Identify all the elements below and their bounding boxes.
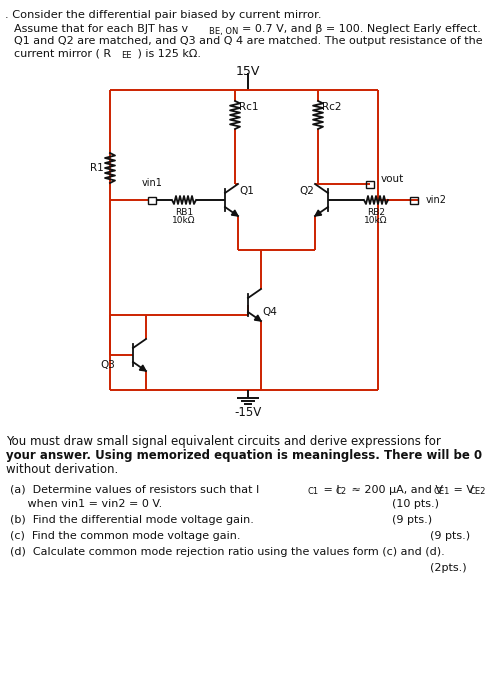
Text: Q3: Q3 <box>100 360 115 370</box>
Polygon shape <box>139 365 146 371</box>
Text: RB2: RB2 <box>367 208 385 217</box>
Text: Assume that for each BJT has v: Assume that for each BJT has v <box>14 24 188 34</box>
Text: (2pts.): (2pts.) <box>430 563 467 573</box>
Text: ) is 125 kΩ.: ) is 125 kΩ. <box>134 48 201 58</box>
Text: Q2: Q2 <box>299 186 314 196</box>
Text: . Consider the differential pair biased by current mirror.: . Consider the differential pair biased … <box>5 10 321 20</box>
Text: 15V: 15V <box>236 65 260 78</box>
Text: your answer. Using memorized equation is meaningless. There will be 0 point: your answer. Using memorized equation is… <box>6 449 487 462</box>
Text: vin1: vin1 <box>142 178 163 188</box>
Bar <box>410 197 418 204</box>
Text: -15V: -15V <box>234 406 262 419</box>
Text: (d)  Calculate common mode rejection ratio using the values form (c) and (d).: (d) Calculate common mode rejection rati… <box>10 547 445 557</box>
Text: = V: = V <box>450 485 474 495</box>
Polygon shape <box>315 210 321 216</box>
Text: (a)  Determine values of resistors such that I: (a) Determine values of resistors such t… <box>10 485 259 495</box>
Text: 10kΩ: 10kΩ <box>172 216 196 225</box>
Text: when vin1 = vin2 = 0 V.: when vin1 = vin2 = 0 V. <box>10 499 162 509</box>
Text: You must draw small signal equivalent circuits and derive expressions for: You must draw small signal equivalent ci… <box>6 435 441 448</box>
Text: Q1: Q1 <box>239 186 254 196</box>
Text: Q4: Q4 <box>262 307 277 317</box>
Polygon shape <box>231 210 238 216</box>
Text: (9 pts.): (9 pts.) <box>392 515 432 525</box>
Text: Q1 and Q2 are matched, and Q3 and Q 4 are matched. The output resistance of the: Q1 and Q2 are matched, and Q3 and Q 4 ar… <box>14 36 483 46</box>
Text: C2: C2 <box>335 487 346 496</box>
Text: ≈ 200 μA, and V: ≈ 200 μA, and V <box>348 485 443 495</box>
Text: C1: C1 <box>307 487 318 496</box>
Text: vin2: vin2 <box>426 195 447 205</box>
Text: BE, ON: BE, ON <box>209 27 238 36</box>
Text: (10 pts.): (10 pts.) <box>392 499 439 509</box>
Text: R1: R1 <box>90 163 104 173</box>
Bar <box>148 197 156 204</box>
Polygon shape <box>254 315 261 321</box>
Text: Rc2: Rc2 <box>322 102 341 112</box>
Bar <box>366 181 374 188</box>
Text: EE: EE <box>121 51 131 60</box>
Text: (c)  Find the common mode voltage gain.: (c) Find the common mode voltage gain. <box>10 531 241 541</box>
Text: current mirror ( R: current mirror ( R <box>14 48 111 58</box>
Text: (9 pts.): (9 pts.) <box>430 531 470 541</box>
Text: RB1: RB1 <box>175 208 193 217</box>
Text: 10kΩ: 10kΩ <box>364 216 388 225</box>
Text: without derivation.: without derivation. <box>6 463 118 476</box>
Text: CE2: CE2 <box>470 487 487 496</box>
Text: Rc1: Rc1 <box>239 102 259 112</box>
Text: vout: vout <box>381 174 404 184</box>
Text: = 0.7 V, and β = 100. Neglect Early effect.: = 0.7 V, and β = 100. Neglect Early effe… <box>242 24 481 34</box>
Text: CE1: CE1 <box>433 487 450 496</box>
Text: (b)  Find the differential mode voltage gain.: (b) Find the differential mode voltage g… <box>10 515 254 525</box>
Text: = I: = I <box>320 485 339 495</box>
